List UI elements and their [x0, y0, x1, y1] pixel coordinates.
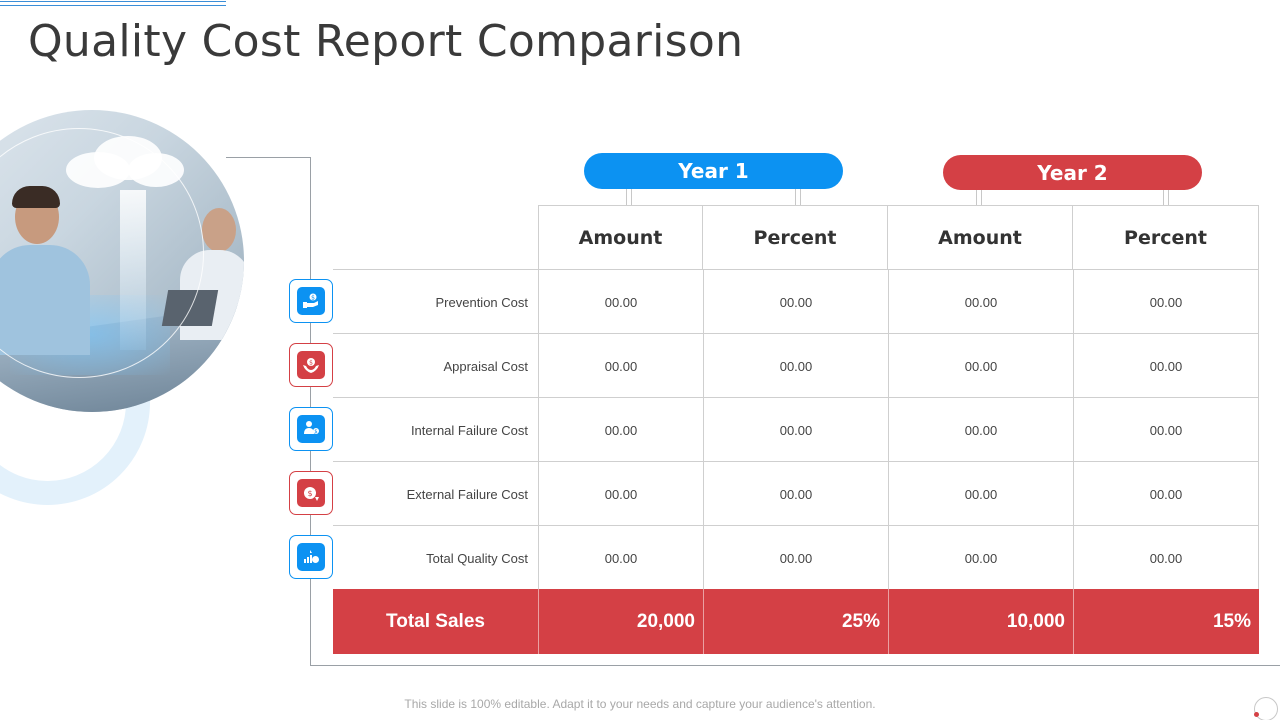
team-photo [0, 110, 244, 412]
svg-text:$: $ [314, 429, 317, 435]
table-cell: 00.00 [888, 462, 1073, 526]
total-cell: 10,000 [888, 589, 1073, 654]
corner-decoration [1254, 697, 1278, 720]
row-label: Total Quality Cost [426, 550, 528, 566]
table-cell: 00.00 [888, 398, 1073, 462]
svg-text:$: $ [309, 360, 313, 367]
table-cell: 00.00 [1073, 526, 1259, 590]
row-label: Prevention Cost [435, 294, 529, 310]
table-cell: 00.00 [703, 398, 888, 462]
table-cell: 00.00 [703, 462, 888, 526]
table-cell: 00.00 [703, 526, 888, 590]
table-cell: 00.00 [1073, 398, 1259, 462]
table-row: Internal Failure Cost 00.00 00.00 00.00 … [333, 397, 1259, 462]
corner-dot [1254, 712, 1259, 717]
connector-line [310, 665, 1280, 666]
total-cell: 25% [703, 589, 888, 654]
table-cell: 00.00 [1073, 270, 1259, 334]
total-sales-row: Total Sales 20,000 25% 10,000 15% [333, 589, 1259, 654]
year-2-header: Year 2 [943, 155, 1202, 190]
hand-dollar-icon: $ [289, 279, 333, 323]
table-row: Appraisal Cost 00.00 00.00 00.00 00.00 [333, 333, 1259, 398]
total-cell: 20,000 [538, 589, 703, 654]
table-cell: 00.00 [888, 334, 1073, 398]
connector-line [226, 157, 311, 158]
table-cell: 00.00 [888, 270, 1073, 334]
hands-coin-icon: $ [289, 343, 333, 387]
table-cell: 00.00 [538, 334, 703, 398]
table-cell: 00.00 [538, 398, 703, 462]
table-cell: 00.00 [538, 270, 703, 334]
table-cell: 00.00 [1073, 334, 1259, 398]
table-cell: 00.00 [538, 462, 703, 526]
column-header: Percent [703, 205, 888, 269]
total-cell: 15% [1073, 589, 1259, 654]
table-cell: 00.00 [888, 526, 1073, 590]
table-cell: 00.00 [1073, 462, 1259, 526]
bar-chart-coin-icon [289, 535, 333, 579]
column-header: Amount [888, 205, 1073, 269]
table-row: External Failure Cost 00.00 00.00 00.00 … [333, 461, 1259, 526]
table-row: Prevention Cost 00.00 00.00 00.00 00.00 [333, 269, 1259, 334]
column-header: Amount [538, 205, 703, 269]
svg-text:$: $ [311, 295, 315, 302]
pill-connector [1163, 190, 1169, 206]
pill-connector [626, 189, 632, 205]
table-row: Total Quality Cost 00.00 00.00 00.00 00.… [333, 525, 1259, 590]
column-header: Percent [1073, 205, 1259, 269]
footer-note: This slide is 100% editable. Adapt it to… [404, 697, 876, 711]
total-label: Total Sales [386, 610, 485, 632]
table-cell: 00.00 [703, 334, 888, 398]
table-cell: 00.00 [538, 526, 703, 590]
page-title: Quality Cost Report Comparison [28, 16, 744, 67]
row-label: External Failure Cost [406, 486, 528, 502]
svg-text:$: $ [307, 489, 312, 498]
row-label: Appraisal Cost [443, 358, 528, 374]
top-decoration-lines [0, 0, 226, 8]
pill-connector [795, 189, 801, 205]
people-dollar-icon: $ [289, 407, 333, 451]
pill-connector [976, 190, 982, 206]
table-cell: 00.00 [703, 270, 888, 334]
year-1-header: Year 1 [584, 153, 843, 189]
coin-refresh-icon: $ [289, 471, 333, 515]
row-label: Internal Failure Cost [410, 422, 528, 438]
